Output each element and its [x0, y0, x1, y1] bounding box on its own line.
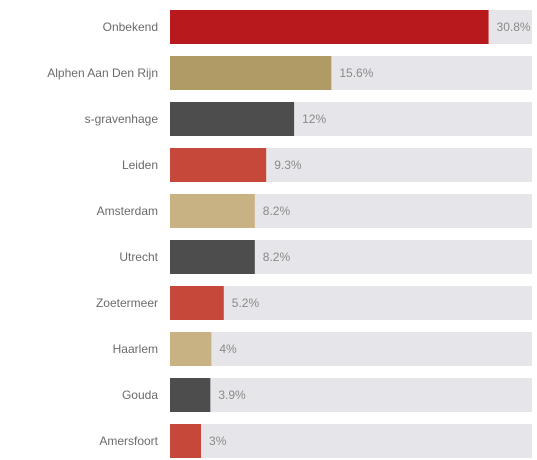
value-label: 5.2% — [232, 296, 260, 310]
bar-row: Gouda 3.9% — [122, 378, 532, 412]
bar-track — [170, 286, 532, 320]
category-label: Haarlem — [113, 342, 158, 356]
bar-row: Zoetermeer 5.2% — [96, 286, 532, 320]
value-label: 3% — [209, 434, 227, 448]
bar — [170, 102, 295, 136]
category-label: Amsterdam — [97, 204, 158, 218]
category-label: Amersfoort — [99, 434, 158, 448]
bar-row: s-gravenhage 12% — [85, 102, 532, 136]
bar — [170, 240, 255, 274]
bar-row: Haarlem 4% — [113, 332, 532, 366]
category-label: s-gravenhage — [85, 112, 159, 126]
category-label: Gouda — [122, 388, 158, 402]
value-label: 4% — [219, 342, 237, 356]
category-label: Onbekend — [103, 20, 158, 34]
bar-track — [170, 378, 532, 412]
bar-row: Amsterdam 8.2% — [97, 194, 532, 228]
value-label: 3.9% — [218, 388, 246, 402]
bar — [170, 56, 332, 90]
bar-row: Amersfoort 3% — [99, 424, 532, 458]
category-label: Leiden — [122, 158, 158, 172]
bar — [170, 424, 202, 458]
value-label: 8.2% — [263, 250, 291, 264]
value-label: 30.8% — [497, 20, 531, 34]
bar — [170, 194, 255, 228]
category-label: Zoetermeer — [96, 296, 158, 310]
bar — [170, 286, 224, 320]
bar — [170, 10, 489, 44]
bar-row: Leiden 9.3% — [122, 148, 532, 182]
bar — [170, 148, 267, 182]
bar-track — [170, 332, 532, 366]
value-label: 9.3% — [274, 158, 302, 172]
bar-track — [170, 424, 532, 458]
bar-row: Alphen Aan Den Rijn 15.6% — [47, 56, 532, 90]
bar — [170, 378, 211, 412]
category-label: Alphen Aan Den Rijn — [47, 66, 158, 80]
bar-row: Onbekend 30.8% — [103, 10, 532, 44]
bar-row: Utrecht 8.2% — [119, 240, 532, 274]
category-label: Utrecht — [119, 250, 158, 264]
value-label: 12% — [302, 112, 326, 126]
value-label: 15.6% — [339, 66, 373, 80]
value-label: 8.2% — [263, 204, 291, 218]
bar — [170, 332, 212, 366]
